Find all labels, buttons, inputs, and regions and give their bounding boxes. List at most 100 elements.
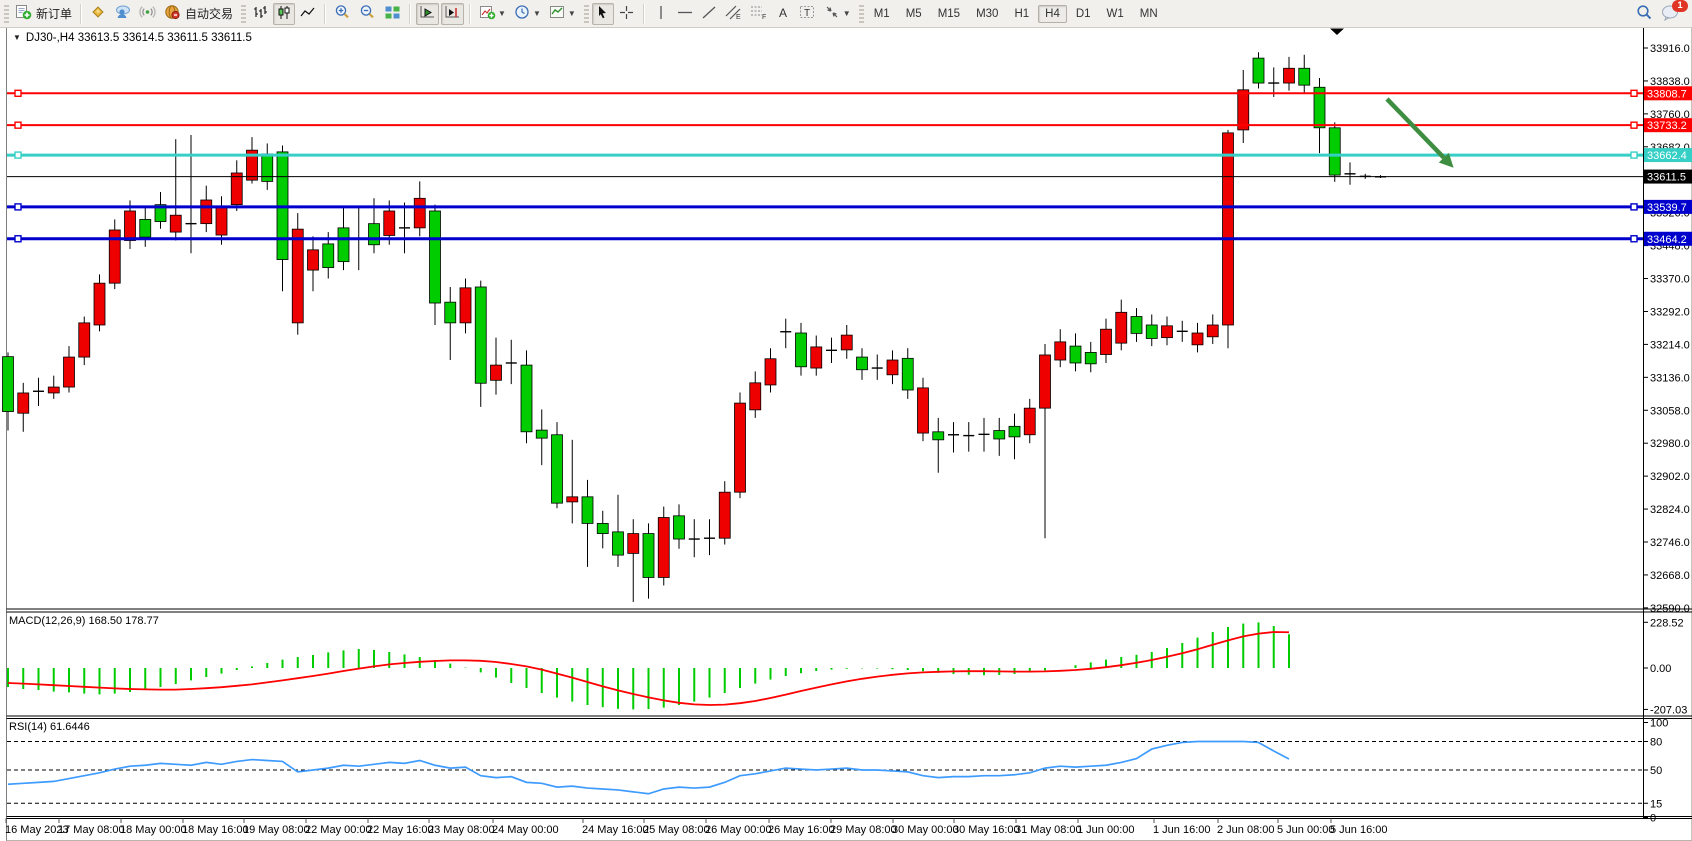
svg-text:-207.03: -207.03 [1650, 704, 1687, 716]
arrows-tool[interactable]: ▼ [821, 3, 854, 25]
tf-m15-button[interactable]: M15 [937, 7, 961, 20]
text-icon: A [776, 5, 790, 23]
new-order-icon [15, 4, 32, 23]
svg-text:33838.0: 33838.0 [1650, 76, 1690, 88]
signals-button[interactable] [136, 3, 159, 25]
tf-m1-button[interactable]: M1 [873, 7, 890, 20]
tf-h1-button[interactable]: H1 [1014, 7, 1030, 20]
community-button[interactable] [111, 3, 134, 25]
svg-text:0.00: 0.00 [1650, 663, 1671, 675]
tf-h4-button[interactable]: H4 [1038, 4, 1067, 23]
arrows-caret: ▼ [842, 9, 851, 18]
fibonacci-icon: F [750, 4, 767, 23]
expand-ohlc-icon[interactable]: ▼ [13, 33, 21, 42]
autotrade-globe-icon [164, 4, 181, 23]
svg-text:18 May 16:00: 18 May 16:00 [182, 824, 249, 836]
svg-text:33662.4: 33662.4 [1647, 150, 1687, 162]
fibonacci-tool[interactable]: F [747, 3, 770, 25]
svg-text:1 Jun 00:00: 1 Jun 00:00 [1077, 824, 1135, 836]
auto-scroll-button[interactable] [416, 2, 440, 25]
svg-text:228.52: 228.52 [1650, 617, 1684, 629]
line-chart-button[interactable] [297, 3, 319, 25]
svg-text:32824.0: 32824.0 [1650, 504, 1690, 516]
chart-shift-icon [444, 4, 461, 23]
svg-text:22 May 00:00: 22 May 00:00 [305, 824, 372, 836]
svg-text:33058.0: 33058.0 [1650, 405, 1690, 417]
horizontal-line-tool[interactable] [674, 3, 696, 25]
auto-scroll-icon [419, 4, 436, 23]
search-button[interactable] [1632, 3, 1656, 25]
periods-caret: ▼ [532, 9, 541, 18]
svg-text:33370.0: 33370.0 [1650, 274, 1690, 286]
tf-d1-button[interactable]: D1 [1075, 7, 1091, 20]
svg-text:5 Jun 00:00: 5 Jun 00:00 [1277, 824, 1335, 836]
svg-text:30 May 16:00: 30 May 16:00 [953, 824, 1020, 836]
svg-text:33292.0: 33292.0 [1650, 306, 1690, 318]
svg-text:16 May 2023: 16 May 2023 [5, 824, 69, 836]
svg-text:50: 50 [1650, 765, 1662, 777]
crosshair-button[interactable] [616, 3, 638, 25]
chart-title: ▼ DJ30-,H4 33613.5 33614.5 33611.5 33611.… [13, 32, 252, 44]
rsi-indicator-label: RSI(14) 61.6446 [9, 721, 90, 733]
zoom-out-icon [359, 4, 376, 23]
svg-text:22 May 16:00: 22 May 16:00 [367, 824, 434, 836]
autotrade-button[interactable]: 自动交易 [161, 3, 236, 25]
bar-chart-button[interactable] [249, 3, 271, 25]
tf-m30-button[interactable]: M30 [976, 7, 999, 20]
periods-button[interactable]: ▼ [511, 3, 544, 25]
svg-text:33464.2: 33464.2 [1647, 234, 1687, 246]
svg-text:24 May 16:00: 24 May 16:00 [582, 824, 649, 836]
new-order-label: 新订单 [36, 7, 73, 21]
cursor-button[interactable] [591, 2, 614, 25]
chart-window: 33916.033838.033760.033682.033604.033526… [0, 27, 1692, 841]
templates-button[interactable]: ▼ [546, 3, 579, 25]
autotrade-label: 自动交易 [185, 7, 234, 21]
notification-badge: 1 [1672, 0, 1688, 12]
tf-mn-button[interactable]: MN [1139, 7, 1158, 20]
new-order-button[interactable]: 新订单 [12, 3, 75, 25]
channel-icon: E [725, 4, 742, 23]
svg-text:24 May 00:00: 24 May 00:00 [492, 824, 559, 836]
trendline-tool[interactable] [698, 3, 720, 25]
vertical-line-tool[interactable] [650, 3, 672, 25]
indicators-button[interactable]: ▼ [476, 3, 509, 25]
svg-text:18 May 00:00: 18 May 00:00 [120, 824, 187, 836]
svg-text:29 May 08:00: 29 May 08:00 [830, 824, 897, 836]
equidistant-channel-tool[interactable]: E [722, 3, 745, 25]
chart-shift-button[interactable] [441, 2, 465, 25]
svg-text:80: 80 [1650, 737, 1662, 749]
arrows-icon [824, 4, 841, 23]
zoom-out-button[interactable] [356, 3, 379, 25]
search-icon [1635, 4, 1653, 24]
candlestick-chart-button[interactable] [273, 2, 296, 25]
signal-icon [139, 4, 156, 23]
svg-text:33808.7: 33808.7 [1647, 88, 1687, 100]
tf-w1-button[interactable]: W1 [1106, 7, 1124, 20]
market-watch-button[interactable] [87, 3, 109, 25]
svg-text:32668.0: 32668.0 [1650, 570, 1690, 582]
svg-text:33136.0: 33136.0 [1650, 372, 1690, 384]
svg-text:32980.0: 32980.0 [1650, 438, 1690, 450]
tile-windows-button[interactable] [381, 3, 404, 25]
svg-text:E: E [736, 14, 741, 20]
zoom-in-button[interactable] [331, 3, 354, 25]
chart-canvas[interactable]: 33916.033838.033760.033682.033604.033526… [0, 27, 1692, 841]
toolbar-drag-handle[interactable] [4, 4, 9, 23]
templates-caret: ▼ [567, 9, 576, 18]
svg-text:15: 15 [1650, 798, 1662, 810]
candlestick-icon [276, 5, 292, 23]
tf-m5-button[interactable]: M5 [905, 7, 922, 20]
svg-text:33916.0: 33916.0 [1650, 43, 1690, 55]
svg-text:25 May 08:00: 25 May 08:00 [643, 824, 710, 836]
svg-text:2 Jun 08:00: 2 Jun 08:00 [1217, 824, 1275, 836]
text-label-tool[interactable]: T [796, 3, 819, 25]
chat-button[interactable]: 1 [1658, 0, 1688, 25]
text-tool[interactable]: A [772, 3, 794, 25]
svg-text:19 May 08:00: 19 May 08:00 [243, 824, 310, 836]
zoom-in-icon [334, 4, 351, 23]
user-cloud-icon [114, 4, 131, 23]
svg-text:100: 100 [1650, 718, 1668, 730]
svg-text:26 May 16:00: 26 May 16:00 [768, 824, 835, 836]
indicators-caret: ▼ [498, 9, 506, 18]
svg-text:33760.0: 33760.0 [1650, 109, 1690, 121]
